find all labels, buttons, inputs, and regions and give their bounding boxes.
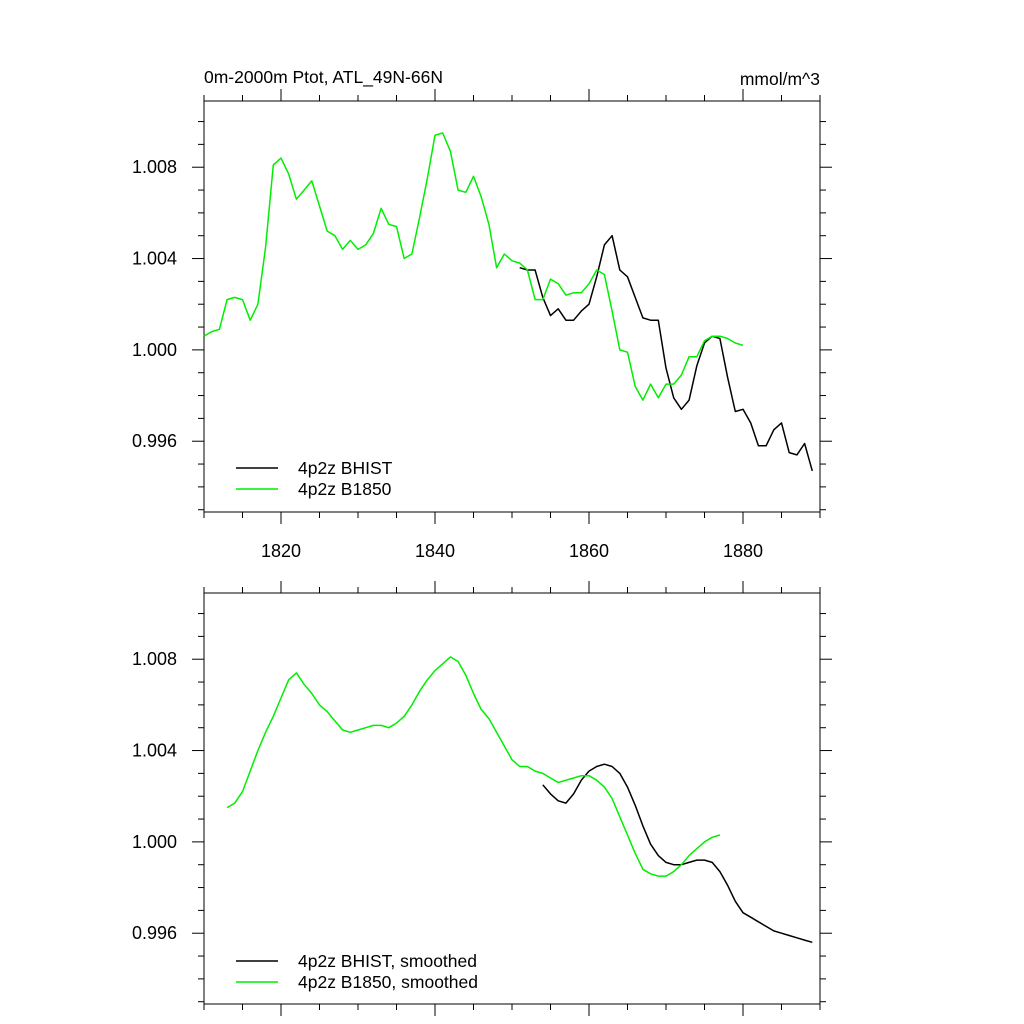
legend-label: 4p2z B1850 [298,479,392,499]
y-tick-label: 1.008 [132,649,177,669]
x-tick-label: 1820 [261,541,301,561]
y-tick-label: 1.000 [132,832,177,852]
legend-label: 4p2z BHIST [298,458,393,478]
series-line [519,234,814,472]
y-tick-label: 1.004 [132,741,177,761]
plot-title-units: mmol/m^3 [740,69,820,89]
bottom-panel: 0.996 1.000 1.004 1.008 4p2z BHIST, smoothed… [132,581,832,1016]
series-line [203,132,744,401]
x-tick-label: 1860 [569,541,609,561]
top-panel: 0.996 1.000 1.004 1.008 1820 1840 1860 1880 4p2z… [132,89,832,561]
plot-title-left: 0m-2000m Ptot, ATL_49N-66N [204,67,443,88]
series-line [226,656,721,877]
plot-frame [203,592,821,1005]
legend-label: 4p2z B1850, smoothed [298,972,478,992]
legend-label: 4p2z BHIST, smoothed [298,951,477,971]
y-tick-label: 1.008 [132,157,177,177]
y-tick-label: 0.996 [132,923,177,943]
x-tick-label: 1880 [723,541,763,561]
plot-frame [203,100,821,513]
y-tick-label: 1.004 [132,249,177,269]
x-tick-label: 1840 [415,541,455,561]
series-line [542,763,813,944]
y-tick-label: 0.996 [132,431,177,451]
y-tick-label: 1.000 [132,340,177,360]
